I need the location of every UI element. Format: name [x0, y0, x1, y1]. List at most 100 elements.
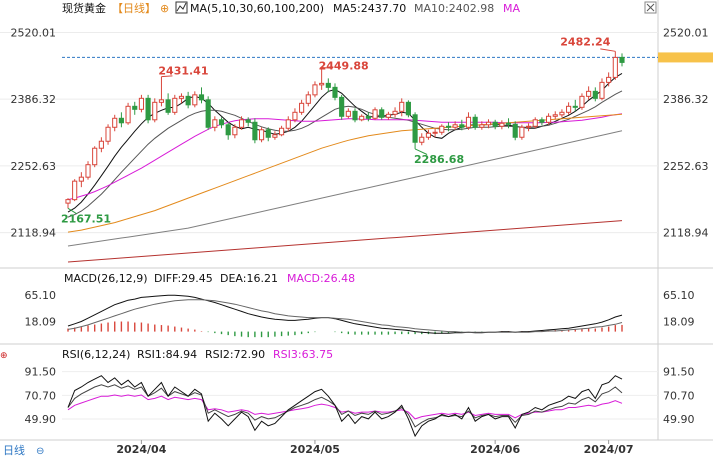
candle-down [252, 121, 258, 141]
candle-up [212, 119, 218, 128]
rsi2-line [67, 384, 623, 428]
rsi1-value: RSI1:84.94 [137, 348, 197, 361]
ma10-line [67, 90, 623, 218]
time-axis-ticks: 2024/04 2024/05 2024/06 2024/07 [116, 440, 634, 456]
macd-diff-line [67, 294, 623, 334]
ma-toggle-icon[interactable] [175, 1, 188, 14]
candle-down [512, 123, 518, 138]
rsi1-line [67, 375, 623, 438]
candle-up [299, 102, 305, 113]
macd-title: MACD(26,12,9) [64, 272, 148, 285]
candle-up [525, 125, 532, 128]
period-footer-label[interactable]: 日线 [3, 443, 25, 457]
rsi-pane [67, 375, 623, 438]
moving-average-lines [67, 72, 623, 263]
period-label[interactable]: 【日线】 [112, 1, 156, 15]
candle-up [606, 76, 612, 83]
price-tick-label-left: 2386.32 [11, 93, 57, 106]
candle-up [105, 126, 111, 142]
candlesticks [65, 51, 625, 209]
macd-pane [67, 294, 623, 338]
candle-up [385, 113, 391, 118]
current-price-marker [658, 52, 713, 63]
macd-tick-label-left: 18.09 [25, 315, 57, 328]
annotation-low-1: 2167.51 [61, 212, 111, 225]
candle-up [546, 115, 552, 123]
candle-down [325, 82, 331, 88]
ma200-line [67, 220, 623, 263]
candle-down [245, 119, 251, 123]
macd-dea-line [67, 299, 623, 333]
candle-up [178, 95, 185, 99]
macd-tick-label-left: 65.10 [25, 289, 57, 302]
time-tick-label: 2024/05 [290, 443, 340, 456]
ma30-value-truncated: MA [503, 2, 520, 15]
candle-up [319, 82, 325, 86]
candle-down [572, 105, 578, 108]
candle-down [379, 109, 385, 118]
candle-up [432, 131, 438, 134]
rsi3-line [67, 394, 623, 420]
candle-down [459, 124, 465, 128]
price-tick-label-left: 2118.94 [11, 227, 57, 240]
macd-dea-value: DEA:16.21 [220, 272, 278, 285]
candle-up [238, 119, 245, 128]
candle-up [172, 97, 178, 113]
candle-up [345, 110, 351, 117]
close-icon[interactable] [644, 1, 657, 14]
candle-up [465, 116, 472, 128]
candle-up [425, 132, 432, 138]
ma30-line [67, 113, 623, 201]
candle-down [592, 90, 598, 99]
candle-down [412, 114, 418, 143]
annotation-low-2-leader [414, 148, 428, 155]
macd-tick-label: 18.09 [663, 315, 695, 328]
candle-up [112, 117, 118, 128]
candle-up [359, 115, 365, 121]
candle-up [78, 176, 84, 182]
candle-up [552, 114, 558, 117]
candle-up [499, 122, 505, 127]
annotation-recent-high-leader [600, 48, 616, 52]
ma60-line [67, 113, 623, 233]
candle-down [185, 95, 191, 106]
candle-down [198, 94, 205, 101]
annotation-low-1-leader [67, 207, 78, 215]
candle-up [599, 81, 605, 99]
candle-up [532, 119, 538, 127]
candle-down [218, 119, 225, 126]
candle-down [619, 56, 625, 63]
crosshair-icon[interactable]: ⊕ [0, 351, 8, 361]
candle-up [285, 119, 291, 129]
price-tick-label: 2520.01 [663, 26, 709, 39]
candle-up [612, 56, 618, 78]
candle-down [132, 105, 138, 110]
candle-down [352, 110, 358, 121]
annotation-high-1: 2431.41 [158, 65, 208, 78]
period-dropdown-icon[interactable]: ⊖ [36, 446, 44, 457]
macd-diff-value: DIFF:29.45 [154, 272, 213, 285]
price-tick-label: 2386.32 [663, 93, 709, 106]
candle-up [72, 180, 78, 201]
rsi-tick-label-left: 70.70 [25, 389, 57, 402]
price-tick-label: 2118.94 [663, 227, 709, 240]
candle-down [339, 96, 345, 117]
candle-up [138, 97, 144, 110]
candle-up [152, 101, 158, 121]
time-tick-label: 2024/04 [116, 443, 166, 456]
candle-up [65, 199, 71, 204]
candle-down [505, 122, 512, 125]
candle-up [579, 95, 585, 108]
candle-up [519, 126, 525, 138]
rsi2-value: RSI2:72.90 [205, 348, 265, 361]
candle-up [479, 124, 485, 128]
candle-up [92, 147, 98, 166]
rsi-tick-label: 49.90 [663, 413, 695, 426]
candle-down [472, 116, 478, 128]
macd-tick-label: 65.10 [663, 289, 695, 302]
candle-up [272, 134, 278, 138]
candle-up [399, 101, 405, 112]
settings-icon[interactable]: ⊕ [160, 2, 169, 15]
